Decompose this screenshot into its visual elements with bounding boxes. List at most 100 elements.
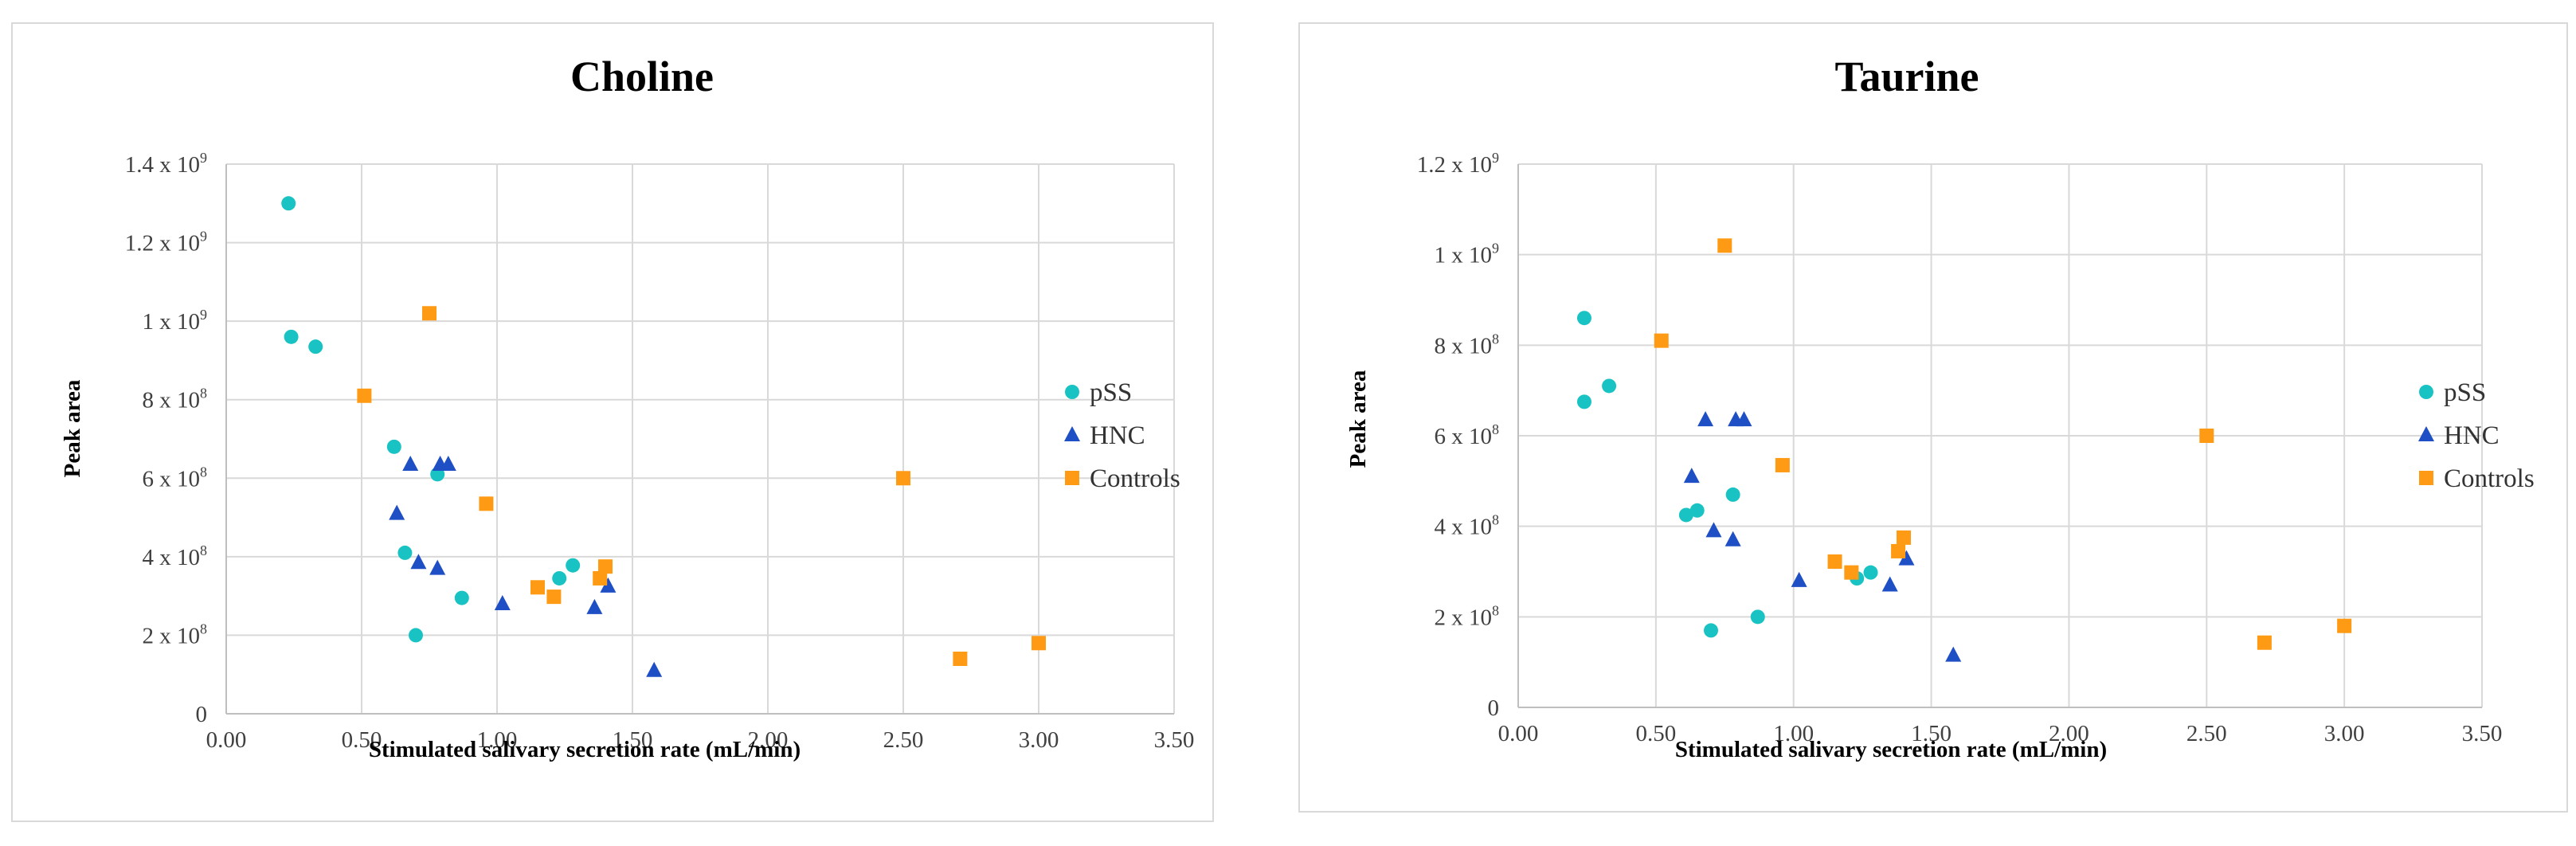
data-point-hnc — [494, 595, 511, 610]
data-point-hnc — [389, 504, 405, 520]
data-point-pss — [1750, 609, 1765, 625]
data-point-pss — [308, 339, 323, 354]
data-point-hnc — [1898, 550, 1915, 566]
data-point-hnc — [1683, 468, 1700, 484]
y-tick-label: 8 x 108 — [1435, 331, 1500, 358]
data-point-hnc — [1736, 411, 1752, 427]
legend-label-hnc: HNC — [1090, 421, 1145, 450]
data-point-hnc — [1791, 571, 1807, 587]
x-tick-label: 0.00 — [206, 727, 247, 753]
data-point-controls — [1717, 238, 1732, 253]
data-point-hnc — [410, 554, 427, 570]
x-tick-label: 1.50 — [1911, 721, 1952, 746]
y-tick-label: 6 x 108 — [1435, 421, 1500, 449]
data-point-hnc — [1881, 576, 1898, 592]
y-tick-label: 1.2 x 109 — [1417, 150, 1499, 178]
data-point-pss — [454, 590, 469, 605]
taurine-chart-panel: Taurine 0.00 0.50 1.00 1.50 2.00 2.50 3.00 3.50… — [1298, 22, 2568, 813]
x-tick-label: 3.00 — [2324, 721, 2365, 746]
data-point-hnc — [402, 456, 419, 472]
y-tick-label: 8 x 108 — [143, 386, 208, 413]
taurine-chart: Taurine 0.00 0.50 1.00 1.50 2.00 2.50 3.00 3.50… — [1345, 53, 2535, 762]
x-axis-label: Stimulated salivary secretion rate (mL/m… — [369, 737, 801, 762]
data-point-pss — [552, 570, 567, 586]
data-point-controls — [357, 388, 372, 403]
x-tick-label: 1.50 — [613, 727, 653, 753]
data-point-pss — [281, 196, 296, 211]
legend-marker-controls — [1065, 471, 1079, 485]
y-tick-label: 4 x 108 — [143, 542, 208, 570]
data-point-hnc — [1697, 411, 1714, 427]
data-point-pss — [566, 558, 581, 573]
chart-title: Choline — [570, 53, 714, 100]
choline-chart: Choline 0.00 0.50 1.00 1.50 2.00 2.50 3.00 3.50… — [60, 53, 1195, 762]
y-tick-label: 6 x 108 — [143, 464, 208, 492]
y-tick-label: 1 x 109 — [143, 307, 208, 335]
data-point-hnc — [646, 661, 663, 677]
data-point-hnc — [1725, 531, 1741, 546]
y-tick-label: 2 x 108 — [143, 621, 208, 648]
x-tick-label: 0.50 — [342, 727, 382, 753]
data-point-pss — [397, 545, 413, 560]
data-point-pss — [1576, 311, 1591, 326]
x-tick-label: 3.00 — [1019, 727, 1059, 753]
x-tick-label: 1.00 — [477, 727, 518, 753]
data-point-hnc — [440, 456, 456, 472]
chart-title: Taurine — [1834, 53, 1979, 100]
legend-label-controls: Controls — [1090, 464, 1180, 493]
data-point-pss — [386, 439, 401, 454]
legend-marker-hnc — [1064, 426, 1080, 441]
data-point-controls — [2257, 635, 2272, 650]
data-point-controls — [2337, 618, 2352, 633]
data-point-controls — [593, 570, 608, 586]
data-point-hnc — [600, 577, 617, 593]
legend-marker-hnc — [2418, 426, 2434, 441]
legend-label-controls: Controls — [2444, 464, 2535, 493]
legend-label-pss: pSS — [2444, 378, 2486, 407]
x-tick-label: 2.00 — [2049, 721, 2089, 746]
data-point-controls — [530, 580, 545, 595]
legend-label-pss: pSS — [1090, 378, 1132, 407]
data-point-controls — [953, 652, 968, 666]
data-point-pss — [284, 329, 299, 344]
data-point-controls — [1891, 543, 1906, 558]
data-point-pss — [1678, 507, 1693, 523]
x-tick-label: 1.00 — [1773, 721, 1814, 746]
data-point-pss — [1704, 623, 1718, 638]
data-point-pss — [1602, 378, 1617, 394]
y-tick-label: 0 — [196, 702, 208, 727]
data-point-controls — [1032, 636, 1046, 651]
data-point-hnc — [1945, 646, 1962, 662]
data-point-pss — [1725, 487, 1740, 502]
data-point-controls — [1844, 565, 1859, 580]
y-axis-label: Peak area — [1345, 370, 1371, 468]
x-tick-label: 3.50 — [2462, 721, 2503, 746]
choline-chart-panel: Choline 0.00 0.50 1.00 1.50 2.00 2.50 3.00 3.50… — [11, 22, 1214, 822]
y-tick-label: 0 — [1488, 695, 1500, 721]
y-tick-label: 4 x 108 — [1435, 512, 1500, 540]
y-tick-label: 2 x 108 — [1435, 602, 1500, 630]
data-point-pss — [1863, 565, 1878, 580]
data-point-controls — [598, 559, 613, 574]
y-tick-label: 1.2 x 109 — [125, 229, 207, 257]
data-point-controls — [1827, 554, 1842, 569]
data-point-controls — [896, 471, 910, 486]
data-point-controls — [1897, 530, 1911, 545]
data-point-hnc — [1705, 522, 1722, 538]
data-point-pss — [409, 628, 423, 643]
y-tick-label: 1.4 x 109 — [125, 150, 207, 178]
data-point-hnc — [429, 559, 446, 575]
legend-marker-pss — [1065, 385, 1079, 399]
y-axis-label: Peak area — [60, 379, 85, 477]
data-point-controls — [479, 496, 494, 511]
x-tick-label: 3.50 — [1154, 727, 1195, 753]
x-axis-label: Stimulated salivary secretion rate (mL/m… — [1675, 737, 2107, 762]
data-point-hnc — [586, 598, 603, 614]
x-tick-label: 2.50 — [2186, 721, 2227, 746]
x-tick-label: 2.50 — [883, 727, 924, 753]
data-point-controls — [422, 306, 437, 321]
y-tick-label: 1 x 109 — [1435, 241, 1500, 268]
data-point-controls — [2199, 429, 2214, 443]
x-tick-label: 2.00 — [748, 727, 789, 753]
legend-marker-pss — [2419, 385, 2433, 399]
